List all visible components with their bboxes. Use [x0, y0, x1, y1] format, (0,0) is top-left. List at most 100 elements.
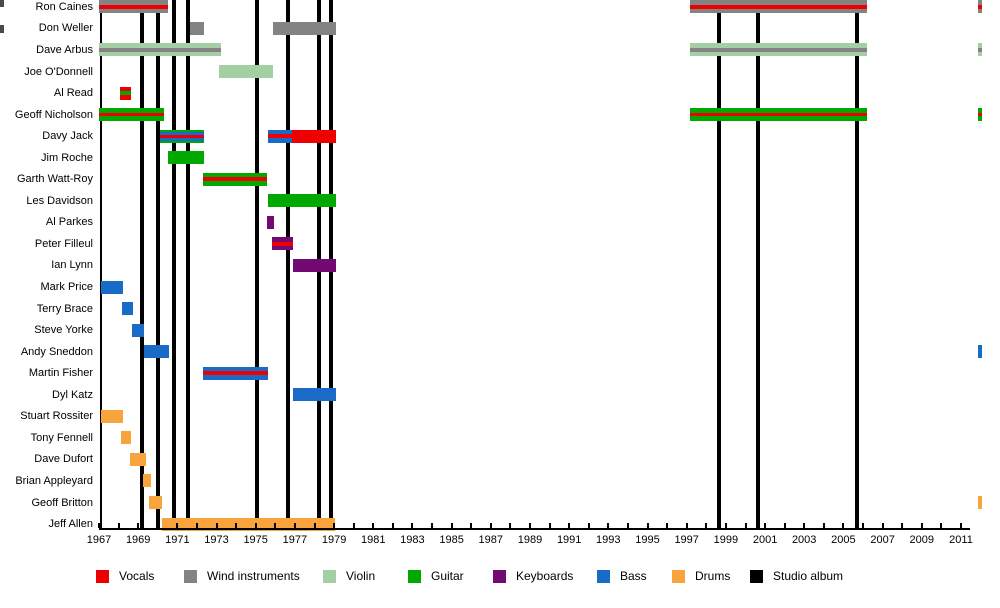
axis-year-label: 1995	[635, 534, 660, 546]
vocals-stripe	[119, 94, 132, 100]
wind-stripe	[273, 21, 337, 35]
timeline-bar	[977, 0, 983, 14]
timeline-bar	[292, 388, 336, 402]
axis-tick	[411, 523, 414, 528]
vocals-stripe	[159, 134, 204, 138]
vocals-stripe	[202, 177, 268, 182]
axis-tick	[548, 523, 551, 528]
member-label: Jeff Allen	[48, 518, 93, 530]
timeline-bar	[977, 496, 983, 509]
vocals-stripe	[272, 242, 293, 246]
timeline-bar	[202, 366, 269, 380]
bass-stripe	[132, 323, 145, 337]
guitar-stripe	[167, 151, 204, 165]
member-label: Garth Watt-Roy	[17, 173, 93, 186]
axis-year-label: 2005	[831, 534, 856, 546]
axis-tick	[587, 523, 590, 528]
timeline-bar	[267, 129, 292, 143]
timeline-bar	[132, 323, 145, 337]
studio-album-line	[172, 0, 176, 529]
bass-stripe	[101, 280, 123, 294]
axis-year-label: 1991	[556, 534, 582, 546]
timeline-bar	[266, 215, 275, 229]
wind-stripe	[977, 8, 983, 14]
axis-tick	[842, 523, 845, 528]
legend-label: Guitar	[431, 569, 464, 583]
axis-tick	[666, 523, 669, 528]
member-label: Dave Dufort	[34, 453, 93, 466]
wind-stripe	[689, 8, 867, 14]
axis-tick	[450, 523, 453, 528]
timeline-bar	[144, 345, 169, 359]
violin-legend-swatch	[323, 570, 336, 583]
axis-tick	[137, 523, 140, 528]
axis-tick	[803, 523, 806, 528]
bass-stripe	[202, 366, 269, 372]
axis-year-label: 2003	[791, 534, 817, 546]
guitar-stripe	[689, 116, 867, 122]
axis-tick	[646, 523, 649, 528]
timeline-bar	[977, 108, 983, 122]
bass-legend-swatch	[597, 570, 610, 583]
axis-tick	[333, 523, 336, 528]
timeline-bar	[218, 65, 274, 78]
studio-album-line	[286, 0, 290, 529]
axis-tick	[901, 523, 904, 528]
vocals-stripe	[689, 4, 867, 9]
member-label: Ron Caines	[35, 0, 93, 13]
member-label: Geoff Nicholson	[14, 108, 93, 121]
guitar-stripe	[159, 129, 204, 132]
axis-year-label: 1967	[86, 534, 112, 546]
album-legend-swatch	[750, 570, 763, 583]
wind-stripe	[689, 0, 867, 5]
member-label: Dave Arbus	[36, 43, 93, 56]
guitar-stripe	[119, 91, 132, 95]
axis-tick	[509, 523, 512, 528]
timeline-bar	[120, 431, 132, 445]
axis-year-label: 2011	[949, 534, 973, 546]
axis-tick	[215, 523, 218, 528]
bass-stripe	[267, 137, 292, 143]
vocals-stripe	[119, 86, 132, 92]
timeline-bar	[161, 517, 336, 531]
axis-year-label: 1973	[204, 534, 229, 546]
timeline-bar	[101, 280, 123, 294]
keyboards-legend-swatch	[493, 570, 506, 583]
keyboards-stripe	[272, 237, 293, 243]
legend: Vocals Wind instruments Violin Guitar Keyboa…	[0, 568, 1000, 588]
x-axis-line	[99, 528, 970, 530]
vocals-legend-swatch	[96, 570, 109, 583]
timeline-bar	[99, 0, 168, 14]
member-label: Tony Fennell	[30, 431, 93, 444]
bass-stripe	[292, 388, 336, 402]
studio-album-line	[855, 0, 860, 529]
timeline-bar	[272, 237, 293, 251]
axis-year-label: 1975	[243, 534, 268, 546]
studio-album-line	[717, 0, 721, 529]
axis-tick	[685, 523, 688, 528]
bass-stripe	[121, 302, 134, 315]
bass-stripe	[202, 375, 269, 380]
axis-year-label: 1981	[361, 534, 386, 546]
axis-tick	[195, 523, 198, 528]
guitar-stripe	[202, 181, 268, 186]
timeline-bar	[99, 43, 221, 57]
wind-stripe	[977, 0, 983, 5]
keyboards-stripe	[292, 258, 336, 272]
axis-tick	[176, 523, 179, 528]
axis-tick	[235, 523, 238, 528]
axis-tick	[431, 523, 433, 528]
member-label: Mark Price	[40, 281, 93, 293]
timeline-bar	[292, 129, 337, 143]
guitar-stripe	[99, 116, 164, 122]
axis-tick	[705, 523, 708, 528]
timeline-bar	[977, 345, 983, 359]
violin-stripe	[977, 43, 983, 49]
guitar-stripe	[977, 108, 983, 113]
member-label: Al Read	[53, 87, 93, 99]
axis-tick	[372, 523, 375, 528]
legend-label: Violin	[346, 569, 376, 583]
bass-stripe	[159, 137, 204, 141]
axis-tick	[470, 523, 473, 528]
